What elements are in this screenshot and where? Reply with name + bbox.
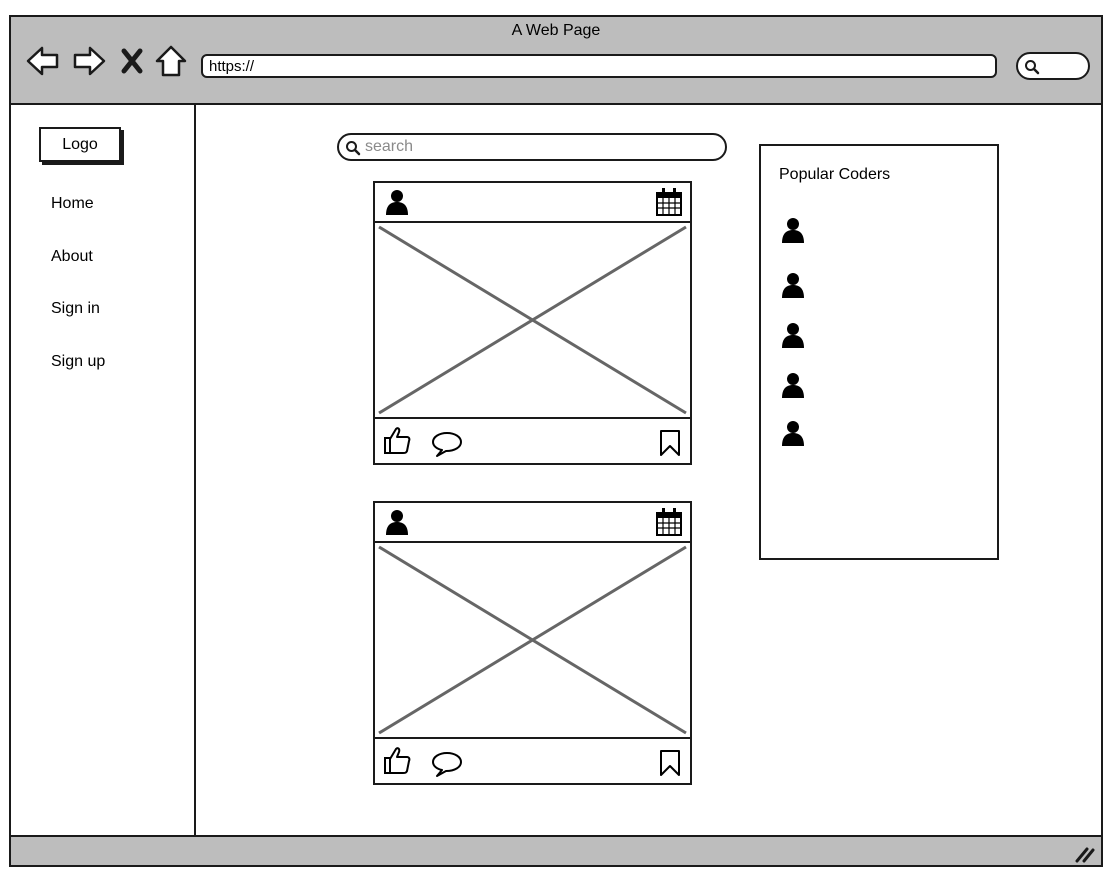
home-button[interactable]	[153, 43, 189, 79]
post-actions	[375, 419, 690, 463]
user-icon[interactable]	[781, 321, 805, 349]
stop-button[interactable]	[117, 43, 147, 79]
post-header	[375, 183, 690, 223]
popular-coders-title: Popular Coders	[779, 166, 891, 183]
sidebar-item-about[interactable]: About	[51, 248, 93, 265]
sidebar-item-sign-in[interactable]: Sign in	[51, 300, 100, 317]
back-icon	[26, 46, 59, 76]
like-icon[interactable]	[383, 425, 411, 455]
search-placeholder: search	[365, 138, 414, 155]
user-icon[interactable]	[781, 419, 805, 447]
popular-coders-panel: Popular Coders	[759, 144, 999, 560]
search-icon	[1025, 60, 1040, 75]
comment-icon[interactable]	[431, 431, 463, 457]
browser-search-field[interactable]	[1016, 52, 1090, 80]
search-input[interactable]: search	[337, 133, 727, 161]
sidebar-item-home[interactable]: Home	[51, 195, 94, 212]
user-icon[interactable]	[781, 216, 805, 244]
user-icon[interactable]	[385, 188, 409, 216]
browser-titlebar: A Web Page https://	[11, 17, 1101, 105]
post-card	[373, 501, 692, 785]
user-icon[interactable]	[781, 271, 805, 299]
post-actions	[375, 739, 690, 783]
resize-grip-icon[interactable]	[1073, 841, 1095, 863]
comment-icon[interactable]	[431, 751, 463, 777]
home-icon	[155, 45, 187, 77]
user-icon[interactable]	[385, 508, 409, 536]
like-icon[interactable]	[383, 745, 411, 775]
browser-window: A Web Page https://	[9, 15, 1103, 867]
logo-button[interactable]: Logo	[39, 127, 121, 162]
image-placeholder	[375, 223, 690, 419]
address-bar[interactable]: https://	[201, 54, 997, 78]
forward-button[interactable]	[71, 43, 107, 79]
post-header	[375, 503, 690, 543]
forward-icon	[73, 46, 106, 76]
sidebar: Logo Home About Sign in Sign up	[11, 105, 196, 837]
sidebar-item-sign-up[interactable]: Sign up	[51, 353, 106, 370]
window-title: A Web Page	[511, 22, 601, 39]
back-button[interactable]	[25, 43, 61, 79]
status-bar	[11, 835, 1101, 865]
bookmark-icon[interactable]	[659, 749, 681, 777]
calendar-icon[interactable]	[655, 507, 683, 537]
calendar-icon[interactable]	[655, 187, 683, 217]
image-placeholder	[375, 543, 690, 739]
bookmark-icon[interactable]	[659, 429, 681, 457]
close-icon	[121, 48, 143, 74]
post-card	[373, 181, 692, 465]
user-icon[interactable]	[781, 371, 805, 399]
search-icon	[346, 141, 361, 156]
